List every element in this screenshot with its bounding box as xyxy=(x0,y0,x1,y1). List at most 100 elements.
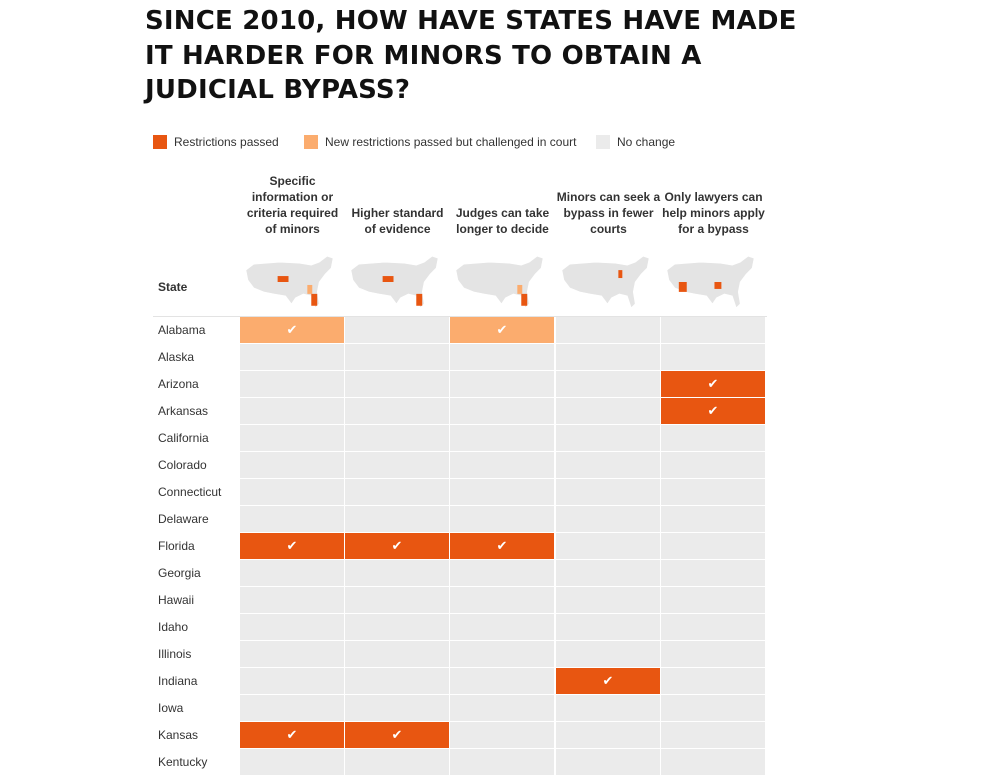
map-state-highlight xyxy=(521,293,528,306)
state-label: Florida xyxy=(158,539,195,553)
status-cell-passed: ✔ xyxy=(345,533,449,559)
status-cell-none xyxy=(556,452,660,478)
status-cell-none xyxy=(450,668,554,694)
status-cell-none xyxy=(240,479,344,505)
map-state-highlight xyxy=(307,284,313,294)
status-cell-none xyxy=(661,506,765,532)
status-cell-none xyxy=(661,425,765,451)
status-cell-none xyxy=(345,587,449,613)
legend-swatch-passed xyxy=(153,135,167,149)
us-map-icon xyxy=(245,255,334,309)
state-label: Kentucky xyxy=(158,755,208,769)
status-cell-none xyxy=(240,641,344,667)
map-state-highlight xyxy=(517,284,523,294)
status-cell-none xyxy=(450,560,554,586)
status-cell-none xyxy=(556,587,660,613)
status-cell-none xyxy=(661,614,765,640)
status-cell-passed: ✔ xyxy=(345,722,449,748)
column-header-evidence: Higher standard of evidence xyxy=(351,206,444,236)
status-cell-none xyxy=(240,452,344,478)
legend-item-no-change: No change xyxy=(596,135,675,149)
status-cell-none xyxy=(450,479,554,505)
status-cell-none xyxy=(661,317,765,343)
status-cell-none xyxy=(556,695,660,721)
status-cell-none xyxy=(345,695,449,721)
status-cell-none xyxy=(345,371,449,397)
status-cell-none xyxy=(345,668,449,694)
status-cell-none xyxy=(661,722,765,748)
status-cell-none xyxy=(240,371,344,397)
status-cell-none xyxy=(450,371,554,397)
state-label: Hawaii xyxy=(158,593,195,607)
state-label: Illinois xyxy=(158,647,192,661)
status-cell-none xyxy=(450,614,554,640)
status-cell-none xyxy=(345,479,449,505)
status-cell-none xyxy=(240,425,344,451)
map-state-highlight xyxy=(678,282,687,292)
column-header-courts: Minors can seek a bypass in fewer courts xyxy=(556,190,661,236)
status-cell-none xyxy=(556,722,660,748)
status-cell-none xyxy=(450,695,554,721)
status-cell-none xyxy=(661,533,765,559)
status-cell-none xyxy=(661,749,765,775)
status-cell-none xyxy=(556,371,660,397)
us-map-icon xyxy=(561,255,650,309)
status-cell-challenged: ✔ xyxy=(240,317,344,343)
state-label: Indiana xyxy=(158,674,198,688)
status-cell-none xyxy=(240,668,344,694)
status-cell-none xyxy=(556,317,660,343)
header-divider xyxy=(153,316,767,317)
status-cell-none xyxy=(345,560,449,586)
legend-item-challenged: New restrictions passed but challenged i… xyxy=(304,135,576,149)
status-cell-none xyxy=(240,695,344,721)
status-cell-none xyxy=(450,425,554,451)
status-cell-none xyxy=(556,398,660,424)
status-cell-none xyxy=(450,398,554,424)
status-cell-none xyxy=(556,506,660,532)
status-cell-none xyxy=(240,398,344,424)
status-cell-none xyxy=(345,344,449,370)
status-cell-none xyxy=(661,560,765,586)
status-cell-none xyxy=(556,533,660,559)
status-cell-none xyxy=(240,749,344,775)
status-cell-passed: ✔ xyxy=(240,722,344,748)
status-cell-passed: ✔ xyxy=(450,533,554,559)
status-cell-none xyxy=(661,641,765,667)
us-map-icon xyxy=(666,255,755,309)
column-header-delay: Judges can take longer to decide xyxy=(455,206,550,236)
chart-title: Since 2010, how have states have made it… xyxy=(145,6,797,105)
status-cell-none xyxy=(661,695,765,721)
status-cell-none xyxy=(240,344,344,370)
status-cell-none xyxy=(661,452,765,478)
status-cell-none xyxy=(240,614,344,640)
column-header-criteria: Specific information or criteria require… xyxy=(246,174,339,236)
status-cell-passed: ✔ xyxy=(240,533,344,559)
status-cell-none xyxy=(345,641,449,667)
status-cell-none xyxy=(450,641,554,667)
status-cell-none xyxy=(556,425,660,451)
legend-swatch-no-change xyxy=(596,135,610,149)
status-cell-none xyxy=(556,641,660,667)
status-cell-none xyxy=(661,587,765,613)
status-cell-none xyxy=(345,317,449,343)
status-cell-none xyxy=(556,479,660,505)
state-label: Delaware xyxy=(158,512,209,526)
state-label: Idaho xyxy=(158,620,189,634)
status-cell-none xyxy=(661,479,765,505)
column-header-lawyers: Only lawyers can help minors apply for a… xyxy=(662,190,765,236)
legend-label-passed: Restrictions passed xyxy=(174,135,279,149)
state-label: Colorado xyxy=(158,458,207,472)
status-cell-none xyxy=(345,425,449,451)
map-state-highlight xyxy=(382,276,394,282)
status-cell-none xyxy=(345,749,449,775)
status-cell-none xyxy=(240,506,344,532)
legend-item-passed: Restrictions passed xyxy=(153,135,279,149)
status-cell-none xyxy=(345,452,449,478)
state-label: Georgia xyxy=(158,566,201,580)
legend-swatch-challenged xyxy=(304,135,318,149)
status-cell-passed: ✔ xyxy=(556,668,660,694)
us-map-icon xyxy=(455,255,544,309)
status-cell-none xyxy=(345,398,449,424)
status-cell-passed: ✔ xyxy=(661,398,765,424)
status-cell-none xyxy=(450,344,554,370)
